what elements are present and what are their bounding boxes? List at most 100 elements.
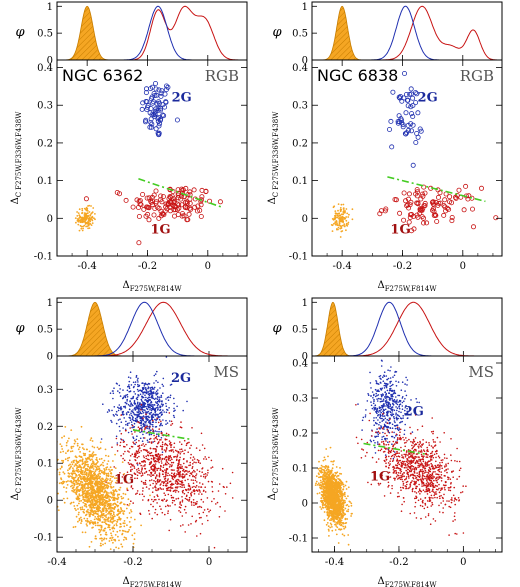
data-point [396,426,399,429]
data-point [167,487,169,489]
data-point [126,516,129,519]
data-point [401,503,403,506]
data-point [440,502,442,504]
data-point [166,461,169,464]
data-point [418,206,424,212]
y-tick-label: 0 [47,214,53,225]
data-point [86,524,88,527]
data-point [103,504,106,506]
data-point [426,449,428,452]
data-point [385,458,388,461]
data-point [419,470,421,473]
data-point [139,472,141,475]
data-point [393,436,396,439]
data-point [136,469,138,471]
data-point [150,461,153,464]
data-point [424,516,427,518]
data-point [126,393,129,396]
data-point [181,486,183,489]
data-point [133,442,135,445]
data-point [64,426,67,428]
data-point [186,400,188,403]
data-point [110,539,113,542]
data-point [168,412,171,414]
data-point [447,476,449,479]
data-point [103,483,106,486]
data-point [434,441,437,443]
data-point [162,482,165,485]
data-point [432,475,434,478]
data-point [129,447,131,450]
data-point [117,390,119,392]
data-point [110,496,113,499]
data-point [459,467,462,470]
data-point [131,424,134,427]
data-point [183,439,186,442]
data-point [401,381,404,384]
data-point [178,475,181,478]
data-point [132,426,135,429]
data-point [177,491,180,493]
data-point [133,455,136,458]
data-point [97,521,99,524]
data-point [101,504,104,506]
data-point [133,422,136,425]
data-point [179,480,181,483]
data-point [138,493,141,496]
data-point [452,476,455,479]
data-point [156,489,158,492]
data-point [74,463,77,465]
data-point [164,462,167,465]
data-point [406,219,412,225]
data-point [70,447,73,450]
data-point [104,501,107,503]
data-point [395,435,397,437]
data-point [465,485,467,488]
data-point [87,219,90,222]
data-point [148,394,151,397]
data-point [332,206,335,209]
data-point [435,488,438,491]
data-point [86,467,88,470]
data-point [76,219,79,222]
data-point [149,409,151,411]
data-point [397,438,399,440]
data-point [138,439,140,442]
data-point [154,466,157,469]
data-point [390,389,393,392]
data-point [404,464,407,466]
data-point [95,491,98,493]
data-point [165,449,167,452]
data-point [172,198,178,204]
data-point [145,396,147,399]
kde-reference-hatch [320,6,364,61]
data-point [80,480,82,483]
data-point [442,500,445,502]
data-point [86,517,89,520]
data-point [167,512,169,515]
data-point [418,462,420,465]
data-point [417,445,420,448]
data-point [65,441,68,444]
data-point [145,417,148,419]
data-point [79,216,82,219]
data-point [409,463,412,465]
data-point [98,498,101,501]
x-axis-subscript: F275W,F814W [130,581,183,587]
data-point [98,528,100,531]
data-point [106,487,109,490]
data-point [126,389,129,392]
data-point [63,501,66,504]
data-point [141,474,144,476]
data-point [493,215,499,221]
data-point [159,487,161,489]
data-point [89,465,92,467]
data-point [103,491,105,494]
data-point [111,507,114,510]
data-point [406,463,409,466]
data-point [451,470,453,473]
data-point [100,511,102,513]
data-point [202,511,205,514]
data-point [429,485,432,488]
data-point [397,428,399,431]
